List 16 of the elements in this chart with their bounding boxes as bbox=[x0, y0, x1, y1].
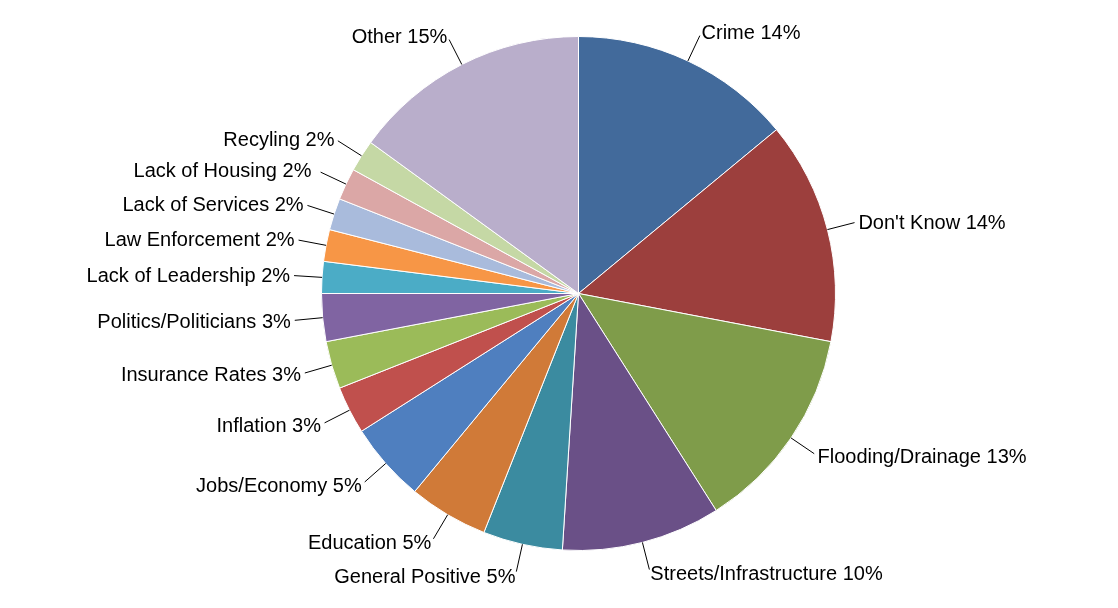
slice-label: Lack of Leadership 2% bbox=[86, 264, 291, 287]
slice-label: Politics/Politicians 3% bbox=[97, 309, 291, 332]
slice-label: Flooding/Drainage 13% bbox=[817, 444, 1027, 467]
slice-label: Insurance Rates 3% bbox=[120, 363, 302, 386]
slice-label: Crime 14% bbox=[701, 21, 801, 43]
slice-label: Lack of Services 2% bbox=[122, 193, 304, 216]
slice-label: Other 15% bbox=[351, 25, 448, 47]
slice-label: Law Enforcement 2% bbox=[104, 228, 295, 251]
slice-label: Jobs/Economy 5% bbox=[196, 473, 362, 496]
slice-label: Recyling 2% bbox=[223, 127, 335, 150]
slice-label: General Positive 5% bbox=[334, 564, 516, 587]
slice-label: Inflation 3% bbox=[216, 413, 322, 436]
slice-label: Don't Know 14% bbox=[858, 210, 1006, 233]
slice-label: Education 5% bbox=[307, 531, 432, 554]
slice-label: Lack of Housing 2% bbox=[133, 159, 312, 182]
slice-label: Streets/Infrastructure 10% bbox=[650, 562, 883, 585]
